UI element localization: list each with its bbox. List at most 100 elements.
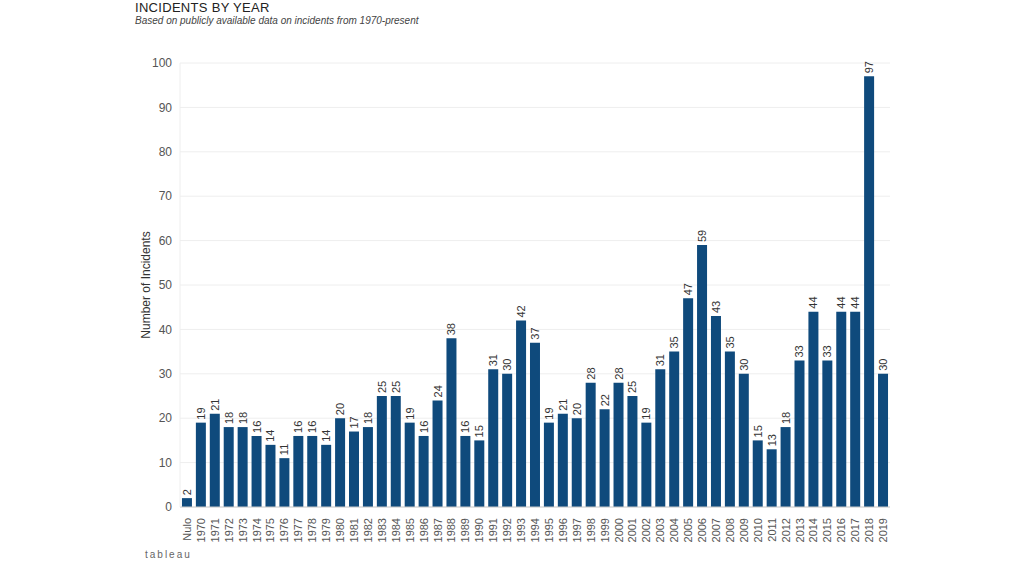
- svg-text:20: 20: [159, 411, 173, 425]
- svg-text:2017: 2017: [849, 518, 861, 542]
- svg-text:1986: 1986: [418, 518, 430, 542]
- svg-text:1991: 1991: [487, 518, 499, 542]
- svg-text:1973: 1973: [237, 518, 249, 542]
- svg-text:1972: 1972: [223, 518, 235, 542]
- svg-text:1984: 1984: [390, 518, 402, 542]
- svg-text:2007: 2007: [710, 518, 722, 542]
- svg-text:22: 22: [599, 394, 611, 406]
- svg-text:13: 13: [766, 434, 778, 446]
- svg-text:1980: 1980: [334, 518, 346, 542]
- svg-text:1999: 1999: [599, 518, 611, 542]
- svg-text:1995: 1995: [543, 518, 555, 542]
- svg-text:1993: 1993: [515, 518, 527, 542]
- svg-text:33: 33: [793, 345, 805, 357]
- svg-text:16: 16: [292, 421, 304, 433]
- svg-text:1974: 1974: [251, 518, 263, 542]
- svg-text:19: 19: [404, 407, 416, 419]
- svg-text:28: 28: [585, 367, 597, 379]
- svg-text:2005: 2005: [682, 518, 694, 542]
- svg-text:37: 37: [529, 327, 541, 339]
- svg-text:16: 16: [459, 421, 471, 433]
- svg-text:24: 24: [432, 385, 444, 397]
- svg-text:18: 18: [780, 412, 792, 424]
- svg-text:25: 25: [626, 381, 638, 393]
- svg-text:2010: 2010: [752, 518, 764, 542]
- svg-text:2016: 2016: [835, 518, 847, 542]
- svg-text:2: 2: [181, 489, 193, 495]
- svg-text:14: 14: [320, 430, 332, 442]
- svg-text:1977: 1977: [292, 518, 304, 542]
- svg-text:19: 19: [195, 407, 207, 419]
- svg-text:1987: 1987: [432, 518, 444, 542]
- svg-text:19: 19: [543, 407, 555, 419]
- svg-text:1983: 1983: [376, 518, 388, 542]
- svg-text:59: 59: [696, 230, 708, 242]
- svg-text:1981: 1981: [348, 518, 360, 542]
- svg-text:1998: 1998: [585, 518, 597, 542]
- svg-text:16: 16: [306, 421, 318, 433]
- svg-text:44: 44: [849, 296, 861, 308]
- svg-text:30: 30: [501, 359, 513, 371]
- svg-text:2000: 2000: [613, 518, 625, 542]
- svg-text:2001: 2001: [626, 518, 638, 542]
- svg-text:42: 42: [515, 305, 527, 317]
- svg-text:38: 38: [445, 323, 457, 335]
- svg-text:44: 44: [807, 296, 819, 308]
- svg-text:1985: 1985: [404, 518, 416, 542]
- svg-text:0: 0: [165, 500, 172, 514]
- svg-text:50: 50: [159, 278, 173, 292]
- svg-text:25: 25: [376, 381, 388, 393]
- svg-text:15: 15: [752, 425, 764, 437]
- svg-text:21: 21: [557, 399, 569, 411]
- svg-text:2014: 2014: [807, 518, 819, 542]
- svg-text:1975: 1975: [264, 518, 276, 542]
- svg-text:2011: 2011: [766, 518, 778, 542]
- svg-text:28: 28: [613, 367, 625, 379]
- svg-text:1970: 1970: [195, 518, 207, 542]
- svg-text:100: 100: [152, 56, 172, 70]
- svg-text:25: 25: [390, 381, 402, 393]
- svg-text:1979: 1979: [320, 518, 332, 542]
- svg-text:1997: 1997: [571, 518, 583, 542]
- svg-text:80: 80: [159, 145, 173, 159]
- svg-text:11: 11: [278, 444, 290, 455]
- svg-text:33: 33: [821, 345, 833, 357]
- svg-text:2002: 2002: [640, 518, 652, 542]
- svg-text:2015: 2015: [821, 518, 833, 542]
- svg-text:31: 31: [487, 354, 499, 366]
- svg-text:21: 21: [209, 399, 221, 411]
- svg-text:Nulo: Nulo: [181, 518, 193, 541]
- svg-text:1992: 1992: [501, 518, 513, 542]
- svg-text:43: 43: [710, 301, 722, 313]
- svg-text:97: 97: [863, 61, 875, 73]
- svg-text:16: 16: [251, 421, 263, 433]
- svg-text:17: 17: [348, 416, 360, 428]
- svg-text:1989: 1989: [459, 518, 471, 542]
- svg-text:14: 14: [264, 430, 276, 442]
- svg-text:2019: 2019: [877, 518, 889, 542]
- svg-text:2008: 2008: [724, 518, 736, 542]
- svg-text:19: 19: [640, 407, 652, 419]
- svg-text:1982: 1982: [362, 518, 374, 542]
- svg-text:1976: 1976: [278, 518, 290, 542]
- svg-text:1994: 1994: [529, 518, 541, 542]
- svg-text:30: 30: [738, 359, 750, 371]
- svg-text:1988: 1988: [445, 518, 457, 542]
- svg-text:2003: 2003: [654, 518, 666, 542]
- svg-text:18: 18: [223, 412, 235, 424]
- svg-text:20: 20: [334, 403, 346, 415]
- svg-text:20: 20: [571, 403, 583, 415]
- svg-text:35: 35: [724, 336, 736, 348]
- svg-text:2013: 2013: [794, 518, 806, 542]
- svg-text:10: 10: [159, 456, 173, 470]
- svg-text:2009: 2009: [738, 518, 750, 542]
- svg-text:35: 35: [668, 336, 680, 348]
- svg-text:30: 30: [877, 359, 889, 371]
- svg-text:1996: 1996: [557, 518, 569, 542]
- svg-text:16: 16: [418, 421, 430, 433]
- svg-text:2012: 2012: [780, 518, 792, 542]
- svg-text:60: 60: [159, 234, 173, 248]
- svg-text:2006: 2006: [696, 518, 708, 542]
- svg-text:2004: 2004: [668, 518, 680, 542]
- svg-text:15: 15: [473, 425, 485, 437]
